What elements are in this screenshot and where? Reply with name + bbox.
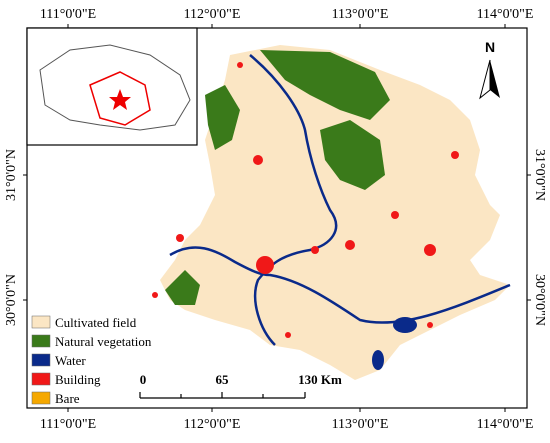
longitude-label: 114°0'0"E — [477, 7, 534, 22]
legend-label: Bare — [55, 391, 80, 406]
vegetation-center — [320, 120, 385, 190]
longitude-label: 114°0'0"E — [477, 417, 534, 432]
vegetation-north — [260, 50, 390, 120]
north-arrow — [490, 60, 500, 98]
lake — [393, 317, 417, 333]
legend: Cultivated field Natural vegetation Water B… — [31, 315, 152, 406]
legend-label: Building — [55, 372, 101, 387]
lake — [372, 350, 384, 370]
vegetation-southwest — [165, 270, 200, 305]
legend-swatch — [31, 372, 51, 386]
longitude-label: 111°0'0"E — [40, 417, 96, 432]
river-yangtze — [169, 246, 511, 324]
latitude-label: 30°0'0"N — [4, 274, 19, 326]
inset-province — [39, 44, 191, 131]
cultivated-area — [160, 45, 510, 380]
legend-swatch — [31, 353, 51, 367]
longitude-label: 112°0'0"E — [184, 417, 241, 432]
scale-labels: 0 65 130 Km — [140, 372, 342, 387]
scale-label: 130 Km — [298, 372, 342, 387]
scale-label: 0 — [140, 372, 147, 387]
river-han — [249, 54, 338, 346]
inset-study-area — [89, 71, 151, 126]
scale-bar — [139, 392, 306, 399]
longitude-label: 111°0'0"E — [40, 7, 96, 22]
north-label: N — [485, 39, 495, 55]
inset-star — [109, 89, 131, 110]
latitude-label: 31°0'0"N — [532, 149, 547, 201]
legend-label: Cultivated field — [55, 315, 137, 330]
north-arrow — [479, 59, 491, 100]
vegetation-west — [205, 85, 240, 150]
coordinate-labels: 111°0'0"E 112°0'0"E 113°0'0"E 114°0'0"E 111°… — [4, 7, 547, 432]
frame-ticks — [23, 24, 531, 412]
longitude-label: 112°0'0"E — [184, 7, 241, 22]
scale-label: 65 — [216, 372, 230, 387]
building-areas — [152, 62, 459, 338]
legend-swatch — [31, 391, 51, 405]
legend-label: Water — [55, 353, 86, 368]
longitude-label: 113°0'0"E — [332, 417, 389, 432]
latitude-label: 31°0'0"N — [4, 149, 19, 201]
longitude-label: 113°0'0"E — [332, 7, 389, 22]
legend-label: Natural vegetation — [55, 334, 152, 349]
latitude-label: 30°0'0"N — [532, 274, 547, 326]
legend-swatch — [31, 334, 51, 348]
legend-swatch — [31, 315, 51, 329]
